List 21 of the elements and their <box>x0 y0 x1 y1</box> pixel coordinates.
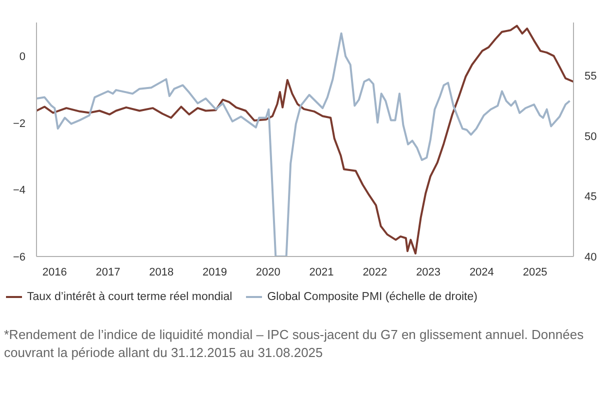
x-tick-label: 2020 <box>256 266 280 278</box>
y-tick-label: −2 <box>12 118 26 130</box>
x-tick-label: 2017 <box>96 266 120 278</box>
x-tick-label: 2025 <box>522 266 548 278</box>
x-tick-label: 2023 <box>416 266 441 278</box>
legend-label: Global Composite PMI (échelle de droite) <box>266 290 478 305</box>
x-tick-label: 2018 <box>149 266 174 278</box>
y2-tick-label: 55 <box>584 70 597 83</box>
x-tick-label: 2022 <box>362 266 388 278</box>
x-tick-label: 2024 <box>469 266 494 278</box>
x-tick-label: 2016 <box>42 266 67 278</box>
x-tick-label: 2021 <box>309 266 334 278</box>
y-tick-label: 0 <box>19 50 26 63</box>
y-tick-label: −4 <box>12 184 26 197</box>
y2-tick-label: 50 <box>584 130 597 143</box>
y2-tick-label: 40 <box>584 252 597 264</box>
x-tick-label: 2019 <box>202 266 228 278</box>
y-tick-label: −6 <box>12 252 26 264</box>
text: *Rendement de l’indice de liquidité mondial – IPC sous-jacent du G7 en glissement annuel. Données couvrant la période allant du 31.12.2015 au 31.08.2025 <box>4 326 585 362</box>
legend-label: Taux d’intérêt à court terme réel mondial <box>26 290 232 305</box>
y2-tick-label: 45 <box>584 191 597 204</box>
